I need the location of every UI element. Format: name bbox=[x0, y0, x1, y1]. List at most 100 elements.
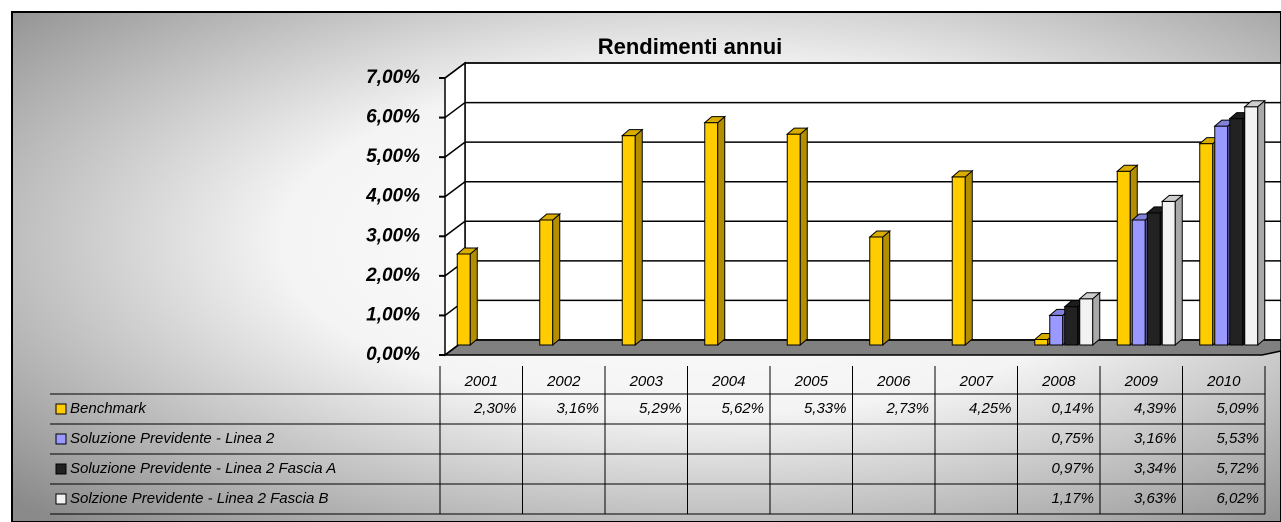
bar-front bbox=[1049, 314, 1064, 346]
bar bbox=[620, 128, 644, 347]
grid-line bbox=[444, 141, 1281, 158]
y-tick-label: 7,00% bbox=[366, 67, 420, 88]
x-tick-label: 2005 bbox=[794, 373, 829, 390]
bar bbox=[868, 229, 892, 347]
data-label: 3,63% bbox=[1134, 490, 1177, 507]
bar-front bbox=[786, 133, 801, 346]
bar-front bbox=[621, 135, 636, 346]
bar-top bbox=[703, 116, 727, 124]
bar-front bbox=[1161, 200, 1176, 346]
legend-label: Solzione Previdente - Linea 2 Fascia B bbox=[70, 490, 328, 507]
data-label: 2,30% bbox=[473, 400, 517, 417]
bar-side bbox=[1092, 291, 1101, 347]
y-tick-label: 5,00% bbox=[366, 146, 420, 167]
bar bbox=[703, 115, 727, 347]
bar-side bbox=[1257, 99, 1266, 347]
bar-front bbox=[1214, 125, 1229, 346]
bar-top bbox=[868, 230, 892, 238]
bar-front bbox=[704, 122, 719, 346]
y-tick-label: 3,00% bbox=[366, 225, 420, 246]
data-label: 0,75% bbox=[1051, 430, 1094, 447]
bar-side bbox=[634, 128, 643, 347]
bar-side bbox=[552, 212, 561, 347]
bar-side bbox=[469, 246, 478, 347]
data-table: 2001 2002 2003 2004 2005 2006 2007 2008 2009 2010… bbox=[50, 366, 1266, 515]
bar bbox=[538, 212, 562, 347]
legend-key bbox=[55, 463, 67, 475]
grid-line bbox=[444, 101, 1281, 119]
bar-side bbox=[882, 229, 891, 347]
x-tick-label: 2003 bbox=[629, 373, 664, 390]
legend-label: Soluzione Previdente - Linea 2 bbox=[70, 430, 275, 447]
x-tick-label: 2001 bbox=[464, 373, 498, 390]
bar-front bbox=[1079, 298, 1094, 346]
grid-line bbox=[444, 220, 1281, 237]
bar bbox=[1078, 291, 1102, 347]
x-tick-label: 2009 bbox=[1124, 373, 1159, 390]
data-label: 5,29% bbox=[639, 400, 682, 417]
x-tick-label: 2002 bbox=[546, 373, 581, 390]
bar-top bbox=[538, 213, 562, 221]
data-label: 5,72% bbox=[1216, 460, 1259, 477]
y-tick-label: 0,00% bbox=[366, 344, 420, 365]
data-label: 4,39% bbox=[1134, 400, 1177, 417]
data-label: 4,25% bbox=[969, 400, 1012, 417]
data-label: 5,09% bbox=[1216, 400, 1259, 417]
bar-front bbox=[869, 236, 884, 346]
bar bbox=[1160, 194, 1184, 347]
bar-front bbox=[1146, 212, 1161, 346]
data-label: 5,53% bbox=[1216, 430, 1259, 447]
bar-side bbox=[1174, 194, 1183, 347]
data-label: 3,34% bbox=[1134, 460, 1177, 477]
bar-front bbox=[1034, 338, 1049, 346]
legend-label: Soluzione Previdente - Linea 2 Fascia A bbox=[70, 460, 336, 477]
grid-line bbox=[444, 180, 1281, 198]
data-label: 5,33% bbox=[804, 400, 847, 417]
x-tick-label: 2008 bbox=[1041, 373, 1076, 390]
bar-front bbox=[539, 219, 554, 346]
bar-top bbox=[1243, 100, 1267, 108]
legend-key bbox=[55, 493, 67, 505]
bar-top bbox=[785, 127, 809, 135]
bar-top bbox=[620, 129, 644, 137]
bar-top bbox=[1115, 164, 1139, 172]
bar-side bbox=[964, 169, 973, 347]
data-label: 3,16% bbox=[1134, 430, 1177, 447]
bar-top bbox=[455, 247, 479, 255]
bar-front bbox=[1229, 118, 1244, 346]
bar-front bbox=[951, 176, 966, 346]
y-tick-label: 4,00% bbox=[365, 186, 420, 207]
x-tick-label: 2010 bbox=[1206, 373, 1241, 390]
x-tick-label: 2007 bbox=[959, 373, 994, 390]
data-label: 3,16% bbox=[556, 400, 599, 417]
data-label: 6,02% bbox=[1216, 490, 1259, 507]
x-tick-label: 2004 bbox=[711, 373, 745, 390]
bar-front bbox=[1199, 143, 1214, 346]
y-tick-label: 6,00% bbox=[366, 107, 420, 128]
bar-side bbox=[799, 126, 808, 347]
bar-front bbox=[1116, 170, 1131, 346]
legend-label: Benchmark bbox=[70, 400, 147, 417]
bar bbox=[455, 246, 479, 347]
bar-front bbox=[1064, 306, 1079, 346]
bar-front bbox=[1131, 219, 1146, 346]
bar-side bbox=[717, 115, 726, 347]
data-label: 0,97% bbox=[1051, 460, 1094, 477]
bar bbox=[950, 169, 974, 347]
bar-top bbox=[1078, 292, 1102, 300]
bar-front bbox=[456, 253, 471, 346]
bar bbox=[1243, 99, 1267, 347]
data-label: 0,14% bbox=[1051, 400, 1094, 417]
y-tick-label: 2,00% bbox=[365, 265, 420, 286]
y-tick-label: 1,00% bbox=[366, 304, 420, 325]
data-label: 2,73% bbox=[885, 400, 929, 417]
bar bbox=[785, 126, 809, 347]
legend-key bbox=[55, 403, 67, 415]
grid-line bbox=[444, 62, 1281, 79]
data-label: 1,17% bbox=[1051, 490, 1094, 507]
bar-front bbox=[1244, 106, 1259, 346]
chart-title: Rendimenti annui bbox=[598, 34, 783, 59]
bar-top bbox=[1160, 194, 1184, 202]
